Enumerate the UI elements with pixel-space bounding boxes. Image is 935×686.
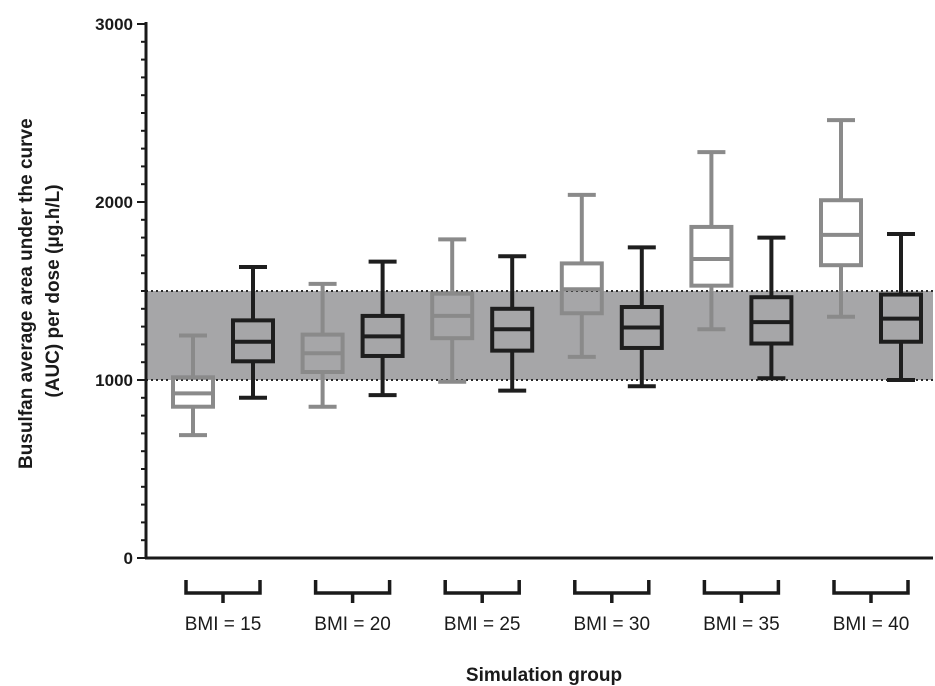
y-axis-title-line-2: (AUC) per dose (μg.h/L) [43,184,64,397]
group-label: BMI = 40 [833,614,910,635]
group-label: BMI = 30 [574,614,651,635]
group-bracket [443,580,521,603]
group-label: BMI = 20 [314,614,391,635]
y-tick-label: 1000 [95,371,133,390]
group-bracket [702,580,781,603]
box-1-3 [430,237,475,384]
box-series [171,118,923,438]
group-label: BMI = 15 [185,614,262,635]
box-2-4 [619,245,664,389]
box-2-2 [360,259,405,398]
y-tick-label: 0 [124,549,133,568]
group-bracket [184,580,262,603]
box-1-1 [171,333,215,438]
box-1-2 [300,281,345,409]
y-tick-label: 2000 [95,193,133,212]
target-range-band [146,291,933,380]
group-bracket [832,580,910,603]
y-tick-label: 3000 [95,15,133,34]
group-bracket [573,580,651,603]
box-1-5 [689,150,734,332]
iqr-box [819,198,863,268]
y-axis-title: Busulfan average area under the curve (A… [16,113,64,469]
x-axis-title: Simulation group [466,665,622,686]
group-label: BMI = 35 [703,614,780,635]
box-2-1 [231,264,275,400]
group-brackets: BMI = 15 BMI = 20 BMI = 25 BMI = 30 BMI = 35… [184,580,910,635]
group-label: BMI = 25 [444,614,521,635]
box-2-6 [879,232,923,382]
box-2-5 [749,235,794,381]
group-bracket [313,580,392,603]
y-axis: 0 1000 2000 3000 [95,15,148,568]
y-axis-title-line-1: Busulfan average area under the curve [16,118,37,469]
box-1-4 [559,192,604,359]
box-1-6 [819,118,863,319]
box-2-3 [490,254,535,393]
iqr-box [689,224,734,288]
